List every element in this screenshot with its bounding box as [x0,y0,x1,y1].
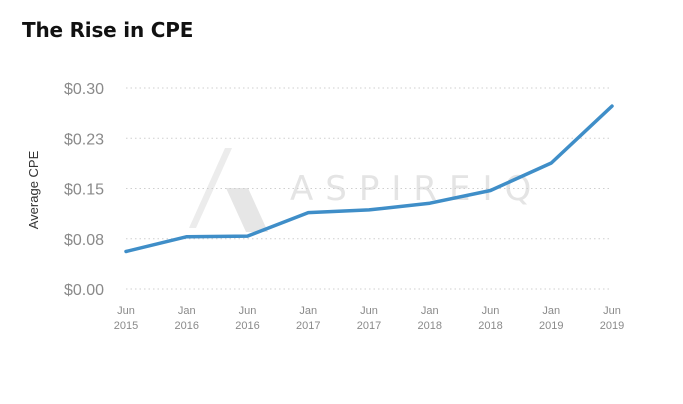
x-tick-label: Jan 2019 [539,305,563,332]
x-tick-label-line: 2018 [478,320,502,332]
y-tick-label: $0.00 [64,282,104,299]
chart-title: The Rise in CPE [22,18,194,42]
data-point [550,161,553,165]
x-tick-label-line: Jan [178,305,196,317]
x-tick-label-line: Jun [360,305,378,317]
data-series [124,104,614,254]
data-point [610,104,614,108]
x-tick-label-line: 2017 [296,320,320,332]
x-tick-label: Jun 2015 [114,305,138,332]
x-tick-label: Jun 2017 [357,305,381,332]
x-tick-label-line: Jun [117,305,135,317]
x-tick-label-line: Jan [421,305,439,317]
y-tick-label: $0.15 [64,182,104,199]
x-tick-label-line: 2015 [114,320,138,332]
y-tick-label: $0.30 [64,81,104,98]
data-point [246,234,249,238]
x-tick-label: Jan 2017 [296,305,320,332]
x-tick-label-line: 2019 [600,320,624,332]
x-tick-label-line: Jun [603,305,621,317]
watermark-logo-mark [226,188,268,232]
x-tick-label-line: Jun [239,305,257,317]
y-axis-label: Average CPE [26,150,41,229]
x-tick-label-line: 2016 [175,320,199,332]
y-tick-label: $0.08 [64,232,104,249]
data-point [489,189,492,192]
data-point [124,250,128,253]
data-point [185,235,188,238]
x-tick-label: Jun 2019 [600,305,624,332]
y-axis-ticks: $0.30 $0.23 $0.15 $0.08 $0.00 [64,81,104,299]
data-point [307,211,310,214]
x-tick-label: Jun 2018 [478,305,502,332]
y-tick-label: $0.23 [64,131,104,148]
x-tick-label: Jan 2016 [175,305,199,332]
watermark-logo-mark [189,148,232,228]
x-tick-label-line: 2018 [418,320,442,332]
x-axis-ticks: Jun 2015 Jan 2016 Jun 2016 Jan 2017 Jun 2017 Jan 20… [114,305,624,332]
x-tick-label-line: Jun [482,305,500,317]
x-tick-label-line: 2019 [539,320,563,332]
data-point [428,202,431,205]
grid-lines [126,87,612,290]
x-tick-label-line: 2016 [235,320,259,332]
x-tick-label-line: 2017 [357,320,381,332]
x-tick-label: Jun 2016 [235,305,259,332]
data-point [367,208,371,212]
x-tick-label-line: Jan [299,305,317,317]
x-tick-label: Jan 2018 [418,305,442,332]
x-tick-label-line: Jan [542,305,560,317]
